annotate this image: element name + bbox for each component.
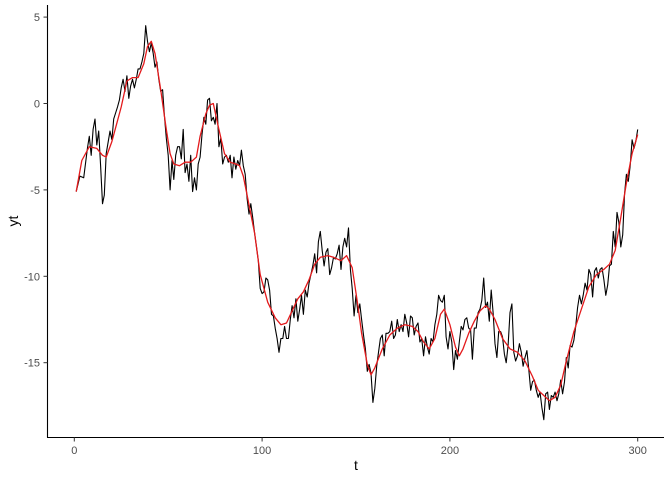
- series-line-raw: [75, 25, 639, 421]
- x-tick-label: 200: [441, 445, 459, 457]
- y-tick-label: -10: [24, 271, 40, 283]
- y-tick-label: -5: [30, 185, 40, 197]
- y-tick-label: -15: [24, 358, 40, 370]
- x-axis-ticks: 0 100 200 300: [71, 437, 647, 457]
- y-tick-label: 0: [34, 98, 40, 110]
- y-tick-label: 5: [34, 12, 40, 24]
- x-axis-title: t: [354, 457, 358, 473]
- x-tick-label: 0: [71, 445, 77, 457]
- x-tick-label: 100: [253, 445, 271, 457]
- y-axis-ticks: 5 0 -5 -10 -15: [24, 12, 48, 370]
- x-tick-label: 300: [629, 445, 647, 457]
- y-axis-title: yt: [5, 215, 21, 226]
- series-line-smoothed: [75, 40, 639, 402]
- series-layer: [75, 25, 639, 421]
